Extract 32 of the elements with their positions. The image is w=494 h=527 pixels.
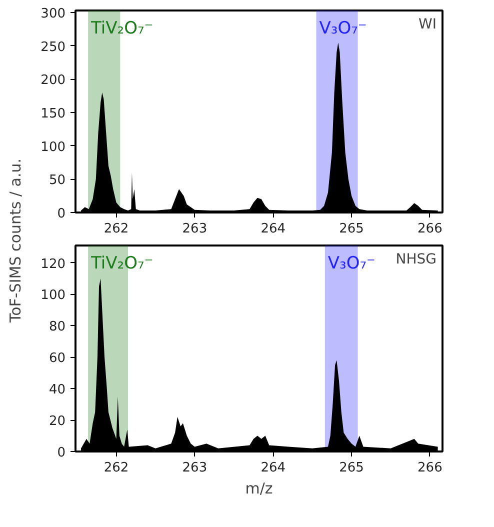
x-tick-label: 266 xyxy=(418,460,442,476)
x-tick-label: 263 xyxy=(182,222,208,236)
y-tick-label: 100 xyxy=(40,288,66,304)
band-label: TiV₂O₇⁻ xyxy=(90,254,154,274)
y-tick-label: 150 xyxy=(40,106,66,122)
x-tick-label: 264 xyxy=(260,222,286,236)
x-tick-label: 263 xyxy=(182,460,208,476)
y-tick-label: 0 xyxy=(57,206,66,222)
x-tick-label: 262 xyxy=(104,222,129,236)
annotation: WI xyxy=(418,16,437,32)
y-tick-label: 20 xyxy=(48,414,66,430)
band-label: TiV₂O₇⁻ xyxy=(90,18,154,38)
y-tick-label: 0 xyxy=(57,446,66,460)
y-tick-label: 100 xyxy=(40,140,66,155)
x-tick-label: 266 xyxy=(418,222,442,236)
y-tick-label: 80 xyxy=(48,320,66,335)
y-tick-label: 40 xyxy=(48,382,66,398)
y-tick-label: 50 xyxy=(48,173,66,188)
x-tick-label: 264 xyxy=(260,460,286,476)
band-label: V₃O₇⁻ xyxy=(328,254,376,274)
x-axis-title: m/z xyxy=(245,480,273,498)
y-axis-title: ToF-SIMS counts / a.u. xyxy=(6,158,24,324)
band-label: V₃O₇⁻ xyxy=(319,18,367,38)
annotation: NHSG xyxy=(396,252,437,268)
y-tick-label: 60 xyxy=(48,351,66,366)
x-tick-label: 262 xyxy=(104,460,129,476)
y-tick-label: 120 xyxy=(40,256,66,272)
y-tick-label: 300 xyxy=(40,6,66,22)
y-tick-label: 200 xyxy=(40,73,66,88)
x-tick-label: 265 xyxy=(339,222,364,236)
y-tick-label: 250 xyxy=(40,40,66,55)
x-tick-label: 265 xyxy=(339,460,364,476)
